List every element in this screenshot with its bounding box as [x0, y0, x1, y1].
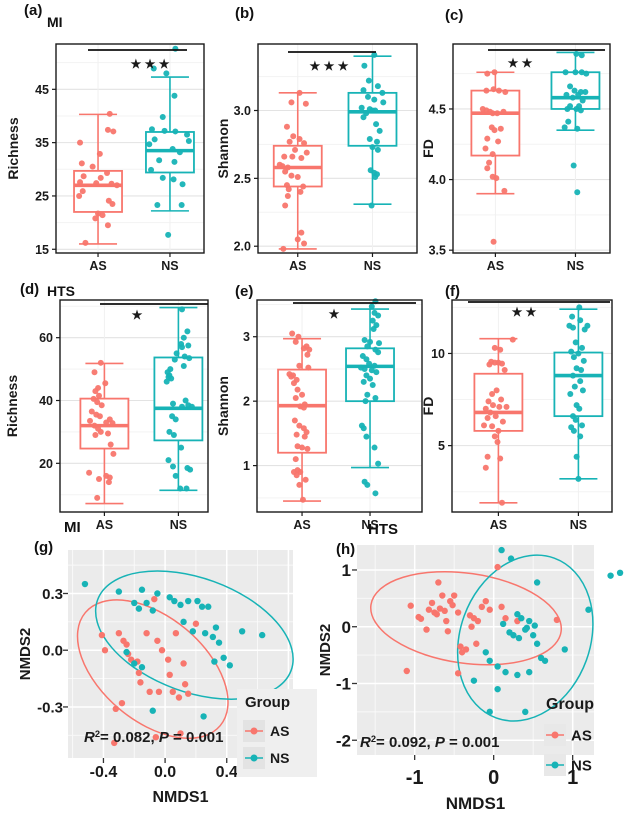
svg-text:AS: AS [571, 727, 592, 744]
svg-text:1: 1 [567, 767, 578, 789]
svg-text:2.0: 2.0 [234, 240, 251, 254]
svg-text:-1: -1 [406, 767, 424, 789]
panel-e-chart: 1 2 3 AS NS Shannon ★ [215, 298, 423, 532]
svg-text:Richness: Richness [4, 375, 20, 437]
svg-text:4.5: 4.5 [429, 102, 446, 116]
svg-text:Group: Group [245, 694, 290, 711]
panel-e: (e) 1 2 3 AS NS Shannon ★ [211, 277, 423, 535]
panel-d-title: HTS [47, 283, 75, 299]
svg-text:0.4: 0.4 [216, 764, 238, 781]
svg-text:NMDS1: NMDS1 [152, 789, 208, 806]
svg-text:60: 60 [39, 331, 53, 345]
svg-text:NMDS2: NMDS2 [17, 628, 34, 681]
svg-text:★ ★: ★ ★ [508, 56, 533, 70]
svg-text:-0.4: -0.4 [90, 764, 118, 781]
panel-e-letter: (e) [235, 283, 254, 300]
panel-a-title: MI [47, 14, 63, 30]
svg-text:AS: AS [96, 518, 113, 532]
svg-text:Group: Group [546, 696, 594, 713]
svg-text:25: 25 [35, 189, 49, 203]
svg-text:0: 0 [342, 618, 351, 637]
svg-text:0.0: 0.0 [42, 643, 63, 660]
svg-text:15: 15 [35, 243, 49, 257]
svg-text:Richness: Richness [5, 117, 21, 179]
panel-f: (f) 5 10 AS NS FD ★ ★ [420, 277, 633, 535]
svg-text:AS: AS [270, 723, 289, 739]
svg-text:AS: AS [289, 259, 306, 273]
panel-g-title: MI [64, 519, 81, 536]
svg-text:AS: AS [487, 259, 504, 273]
svg-text:NMDS2: NMDS2 [317, 624, 334, 677]
svg-text:2.5: 2.5 [234, 172, 251, 186]
svg-text:-0.3: -0.3 [37, 699, 63, 716]
svg-text:5: 5 [438, 439, 445, 453]
panel-g-letter: (g) [34, 539, 54, 556]
svg-text:★: ★ [132, 308, 143, 322]
svg-text:1: 1 [243, 459, 250, 473]
svg-text:Shannon: Shannon [215, 119, 231, 179]
panel-h-chart: -1 0 1 1 0 -1 -2 NMDS1 NMDS2 R2= 0.092, P = 0.001… [317, 545, 624, 813]
panel-d-chart: 20 40 60 AS NS Richness ★ [4, 299, 209, 532]
panel-a: (a) MI 15 25 35 45 AS NS Richness ★ ★ ★ [0, 0, 211, 277]
panel-c-letter: (c) [445, 7, 464, 24]
panel-h: HTS (h) -1 0 1 1 0 -1 -2 NMDS1 NMDS2 R2= 0.092, P… [317, 521, 633, 813]
svg-text:R2= 0.092, P = 0.001: R2= 0.092, P = 0.001 [360, 734, 499, 751]
svg-text:0.3: 0.3 [42, 586, 63, 603]
svg-text:20: 20 [39, 457, 53, 471]
panel-h-letter: (h) [336, 541, 356, 558]
svg-text:AS: AS [89, 259, 106, 273]
svg-text:-2: -2 [336, 731, 351, 750]
svg-text:3.0: 3.0 [234, 104, 251, 118]
svg-text:4.0: 4.0 [429, 173, 446, 187]
svg-text:AS: AS [293, 518, 310, 532]
svg-text:45: 45 [35, 83, 49, 97]
svg-text:NS: NS [567, 259, 584, 273]
panel-f-chart: 5 10 AS NS FD ★ ★ [420, 299, 613, 532]
svg-text:0: 0 [488, 767, 499, 789]
svg-text:NS: NS [571, 757, 592, 774]
svg-text:NS: NS [361, 518, 378, 532]
svg-text:NMDS1: NMDS1 [446, 794, 506, 813]
svg-text:FD: FD [420, 139, 436, 158]
svg-text:40: 40 [39, 394, 53, 408]
svg-text:★ ★ ★: ★ ★ ★ [131, 57, 170, 71]
svg-text:★ ★: ★ ★ [512, 305, 537, 319]
svg-text:0.0: 0.0 [154, 764, 176, 781]
svg-text:2: 2 [243, 395, 250, 409]
svg-text:-1: -1 [336, 675, 351, 694]
panel-f-letter: (f) [445, 283, 460, 300]
svg-text:AS: AS [490, 518, 507, 532]
svg-text:NS: NS [570, 518, 587, 532]
svg-text:★: ★ [329, 307, 340, 321]
svg-text:1: 1 [342, 561, 351, 580]
panel-d: (d) HTS 20 40 60 AS NS Richness ★ [0, 277, 216, 535]
svg-text:R2= 0.082, P = 0.001: R2= 0.082, P = 0.001 [84, 729, 223, 746]
panel-d-letter: (d) [20, 281, 40, 298]
svg-text:NS: NS [170, 518, 187, 532]
svg-text:NS: NS [270, 750, 289, 766]
svg-text:★ ★ ★: ★ ★ ★ [310, 59, 349, 73]
svg-text:3: 3 [243, 330, 250, 344]
panel-h-title: HTS [368, 521, 398, 538]
svg-text:10: 10 [431, 347, 445, 361]
panel-c: (c) 3.5 4.0 4.5 AS NS FD ★ ★ [420, 0, 633, 277]
panel-b-letter: (b) [235, 5, 255, 22]
panel-a-letter: (a) [24, 2, 43, 19]
svg-text:35: 35 [35, 136, 49, 150]
panel-g: MI (g) -0.40.00.40.80.30.0-0.3NMDS1NMDS2… [0, 519, 320, 813]
panel-b-chart: 2.0 2.5 3.0 AS NS Shannon ★ ★ ★ [215, 43, 418, 273]
svg-text:3.5: 3.5 [429, 244, 446, 258]
panel-a-chart: 15 25 35 45 AS NS Richness ★ ★ ★ [5, 43, 205, 273]
panel-c-chart: 3.5 4.0 4.5 AS NS FD ★ ★ [420, 43, 611, 273]
svg-text:Shannon: Shannon [215, 376, 231, 436]
svg-text:NS: NS [161, 259, 178, 273]
svg-text:NS: NS [364, 259, 381, 273]
panel-b: (b) 2.0 2.5 3.0 AS NS Shannon ★ ★ ★ [211, 0, 423, 277]
svg-text:FD: FD [420, 397, 436, 416]
